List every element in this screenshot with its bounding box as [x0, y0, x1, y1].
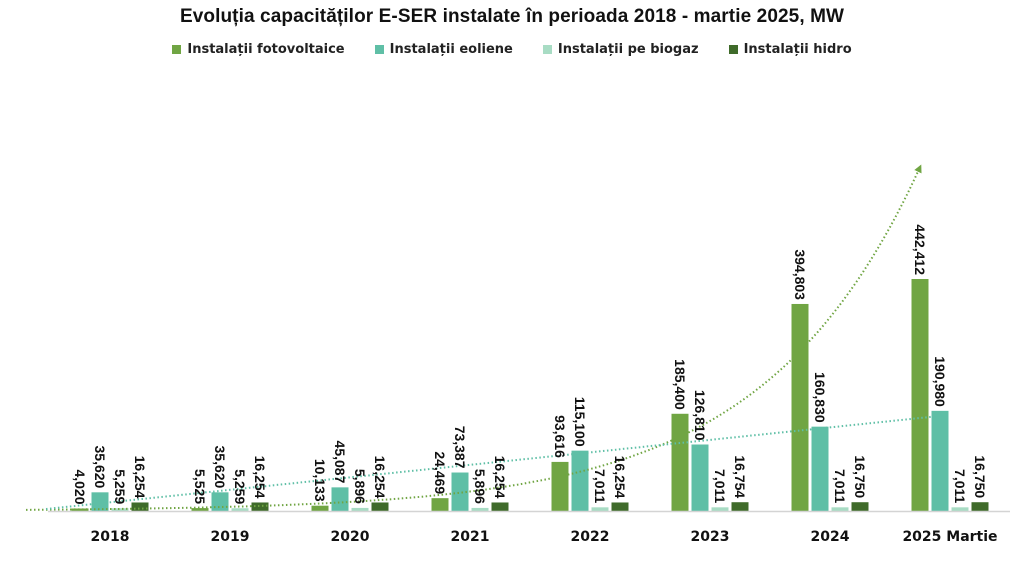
bar-0-6 — [791, 303, 809, 511]
bar-3-3 — [491, 502, 509, 511]
x-tick-label: 2019 — [211, 529, 250, 545]
legend-item-hidro: Instalații hidro — [728, 42, 852, 57]
value-label: 5,525 — [192, 469, 208, 504]
bar-3-5 — [731, 502, 749, 511]
value-label: 16,750 — [972, 455, 988, 498]
value-label: 4,020 — [72, 469, 88, 504]
value-label: 5,896 — [472, 469, 488, 504]
bar-1-3 — [451, 472, 469, 511]
bar-1-1 — [211, 492, 229, 511]
legend-label: Instalații fotovoltaice — [187, 42, 345, 57]
legend-item-fotovoltaice: Instalații fotovoltaice — [172, 42, 345, 57]
x-tick-label: 2018 — [91, 529, 130, 545]
value-label: 7,011 — [592, 469, 608, 503]
x-tick-label: 2022 — [571, 529, 610, 545]
value-label: 16,750 — [852, 455, 868, 498]
value-label: 16,754 — [732, 455, 748, 498]
bar-2-6 — [831, 507, 849, 511]
legend-swatch — [542, 45, 552, 54]
bar-0-7 — [911, 279, 929, 511]
bar-1-4 — [571, 450, 589, 511]
legend-label: Instalații pe biogaz — [557, 42, 699, 57]
value-label: 126,810 — [692, 390, 708, 441]
value-label: 93,616 — [552, 415, 568, 458]
bar-2-5 — [711, 507, 729, 511]
bar-0-0 — [71, 508, 89, 511]
x-tick-label: 2025 Martie — [902, 529, 997, 545]
bar-2-1 — [231, 508, 249, 511]
value-label: 160,830 — [812, 372, 828, 423]
x-tick-label: 2023 — [691, 529, 730, 545]
bar-1-2 — [331, 487, 349, 511]
trendline-eoliene — [45, 412, 943, 510]
x-tick-label: 2021 — [451, 529, 490, 545]
value-label: 7,011 — [952, 469, 968, 503]
value-label: 16,254 — [252, 456, 268, 499]
bar-1-0 — [91, 492, 109, 511]
value-label: 185,400 — [672, 359, 688, 410]
bar-1-7 — [931, 410, 949, 511]
x-tick-label: 2020 — [331, 529, 370, 545]
bar-1-5 — [691, 444, 709, 511]
legend-swatch — [374, 45, 384, 54]
bar-3-1 — [251, 502, 269, 511]
chart-title: Evoluția capacităților E-SER instalate î… — [179, 6, 845, 27]
bar-1-6 — [811, 426, 829, 511]
bar-2-2 — [351, 507, 369, 511]
bar-0-1 — [191, 508, 209, 511]
legend-label: Instalații hidro — [743, 42, 852, 57]
value-label: 7,011 — [832, 469, 848, 503]
value-label: 442,412 — [912, 224, 928, 275]
bar-0-5 — [671, 413, 689, 511]
legend-label: Instalații eoliene — [389, 42, 513, 57]
value-label: 73,387 — [452, 426, 468, 469]
value-label: 16,254 — [132, 456, 148, 499]
bar-2-0 — [111, 508, 129, 511]
value-label: 5,259 — [112, 469, 128, 504]
value-label: 35,620 — [92, 445, 108, 488]
value-label: 394,803 — [792, 249, 808, 300]
bar-0-4 — [551, 461, 569, 511]
value-label: 10,133 — [312, 459, 328, 502]
value-label: 45,087 — [332, 441, 348, 484]
bar-3-0 — [131, 502, 149, 511]
bar-0-3 — [431, 498, 449, 511]
bar-3-4 — [611, 502, 629, 511]
bar-3-2 — [371, 502, 389, 511]
value-label: 16,254 — [492, 456, 508, 499]
bar-2-3 — [471, 507, 489, 511]
x-tick-label: 2024 — [811, 529, 850, 545]
legend-item-biogaz: Instalații pe biogaz — [542, 42, 699, 57]
bar-2-4 — [591, 507, 609, 511]
legend-item-eoliene: Instalații eoliene — [374, 42, 513, 57]
legend-swatch — [728, 45, 738, 54]
value-label: 190,980 — [932, 356, 948, 407]
legend-swatch — [172, 45, 182, 54]
bar-3-7 — [971, 502, 989, 511]
bar-0-2 — [311, 505, 329, 511]
legend: Instalații fotovoltaice Instalații eolie… — [0, 42, 1024, 57]
value-label: 35,620 — [212, 445, 228, 488]
value-label: 7,011 — [712, 469, 728, 503]
value-label: 24,469 — [432, 451, 448, 494]
value-label: 5,896 — [352, 469, 368, 504]
bar-2-7 — [951, 507, 969, 511]
value-label: 5,259 — [232, 469, 248, 504]
value-label: 16,254 — [612, 456, 628, 499]
trendline-fotovoltaice — [25, 164, 922, 511]
value-label: 115,100 — [572, 397, 588, 447]
value-label: 16,254 — [372, 456, 388, 499]
bar-3-6 — [851, 502, 869, 511]
